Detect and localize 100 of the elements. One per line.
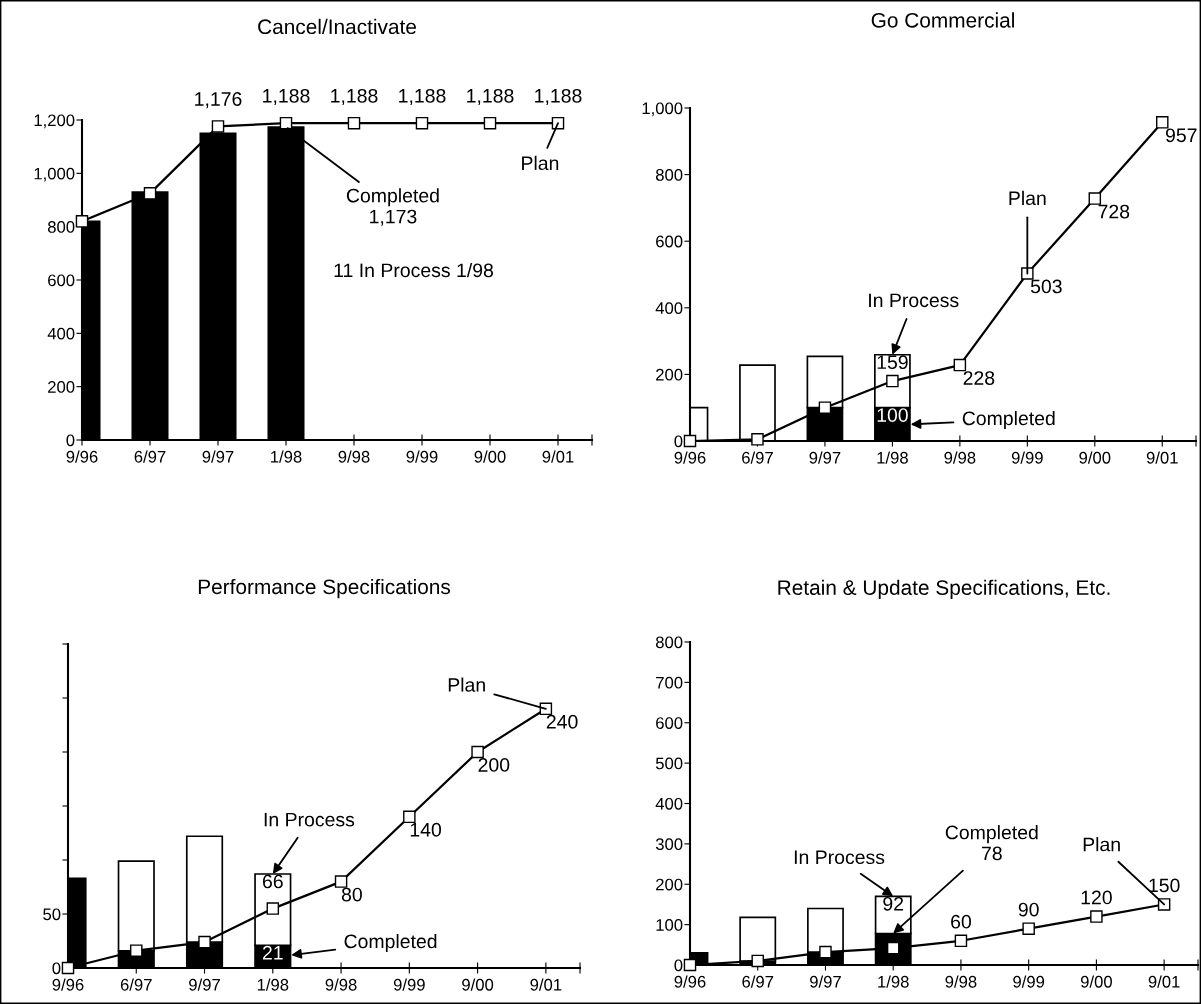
x-tick-label: 9/01 (1146, 451, 1178, 464)
x-tick-label: 9/97 (202, 450, 234, 463)
chart-title: Cancel/Inactivate (258, 18, 416, 35)
y-tick-label: 800 (655, 169, 683, 181)
x-tick-label: 9/99 (1011, 451, 1043, 464)
point (953, 358, 967, 372)
point (75, 215, 89, 228)
y-tick-label: 600 (48, 274, 75, 287)
point (954, 934, 968, 948)
point (279, 116, 293, 130)
annotation: Plan (448, 677, 485, 692)
annotation: Plan (1009, 190, 1046, 206)
x-tick-label: 1/98 (877, 451, 908, 464)
data-label: 1,188 (535, 88, 582, 105)
annotation: In Process (264, 812, 355, 827)
data-label: 92 (883, 896, 904, 911)
x-tick-label: 9/97 (809, 451, 841, 464)
data-label: 60 (951, 914, 971, 929)
chart-title: Go Commercial (871, 12, 1014, 28)
annotation: In Process (869, 293, 959, 308)
x-tick-label: 1/98 (878, 975, 909, 988)
x-tick-label: 9/98 (944, 451, 976, 464)
x-tick-label: 9/99 (1013, 975, 1045, 988)
point (1090, 910, 1103, 923)
y-tick-label: 300 (655, 838, 683, 851)
x-tick-label: 9/00 (1080, 975, 1112, 988)
data-label: 150 (1149, 878, 1180, 893)
x-tick-label: 9/96 (674, 451, 706, 464)
data-label: 200 (478, 758, 510, 772)
y-tick-label: 0 (66, 434, 75, 447)
point (211, 120, 225, 133)
x-tick-label: 9/98 (325, 978, 357, 991)
point (130, 944, 143, 957)
y-tick-label: 800 (47, 221, 75, 233)
x-tick-label: 6/97 (120, 978, 152, 991)
x-tick-label: 6/97 (742, 451, 773, 464)
data-label: 140 (410, 822, 442, 837)
data-label: 90 (1018, 902, 1039, 917)
x-tick-label: 1/98 (257, 978, 289, 991)
point (819, 945, 832, 959)
y-tick-label: 1,000 (34, 167, 75, 182)
data-label: 1,188 (467, 88, 514, 105)
y-tick-label: 600 (656, 717, 683, 729)
y-tick-label: 200 (656, 368, 683, 381)
point (483, 116, 497, 130)
annotation: In Process (794, 850, 885, 865)
x-tick-label: 9/96 (52, 978, 84, 991)
y-tick-label: 0 (52, 962, 61, 975)
annotation: Completed 78 (945, 825, 1038, 861)
y-tick-label: 500 (655, 757, 683, 770)
data-label: 228 (963, 371, 995, 385)
point (1088, 192, 1102, 205)
y-tick-label: 0 (674, 435, 683, 448)
x-tick-label: 1/98 (271, 450, 302, 463)
annotation: Plan (522, 155, 559, 171)
data-label: 120 (1081, 890, 1112, 905)
point (198, 935, 211, 949)
data-label: 100 (877, 408, 908, 422)
y-tick-label: 50 (43, 908, 61, 921)
y-tick-label: 800 (655, 636, 683, 649)
x-tick-label: 6/97 (742, 975, 774, 988)
point (143, 187, 157, 200)
data-label: 1,176 (195, 92, 242, 109)
x-tick-label: 9/97 (189, 978, 220, 991)
data-label: 66 (262, 874, 283, 889)
x-tick-label: 9/00 (1079, 451, 1111, 464)
y-tick-label: 700 (656, 676, 683, 689)
y-tick-label: 400 (655, 302, 683, 314)
x-tick-label: 9/00 (474, 450, 506, 463)
y-tick-label: 100 (656, 919, 683, 931)
annotation: Completed (962, 410, 1055, 430)
point (266, 902, 280, 915)
annotation: Completed (344, 933, 437, 953)
y-tick-label: 200 (48, 381, 75, 393)
x-tick-label: 6/97 (134, 450, 166, 463)
annotation: 11 In Process 1/98 (334, 262, 494, 278)
x-tick-label: 9/99 (406, 450, 438, 463)
data-label: 503 (1030, 279, 1062, 294)
data-label: 957 (1165, 128, 1197, 143)
x-tick-label: 9/00 (462, 978, 494, 991)
y-tick-label: 200 (656, 878, 683, 891)
data-label: 80 (341, 887, 362, 902)
point (471, 745, 484, 759)
point (403, 810, 416, 824)
data-label: 240 (546, 714, 578, 729)
point (1022, 922, 1035, 935)
point (818, 401, 832, 414)
y-tick-label: 1,000 (642, 102, 683, 117)
point (1021, 267, 1034, 280)
x-tick-label: 9/98 (338, 450, 370, 463)
y-tick-label: 1,200 (34, 114, 75, 129)
data-label: 728 (1098, 204, 1130, 219)
x-tick-label: 9/01 (542, 450, 574, 463)
point (415, 116, 429, 130)
x-tick-label: 9/96 (674, 975, 706, 988)
data-label: 159 (877, 355, 908, 370)
x-tick-label: 9/01 (530, 978, 562, 991)
point (751, 954, 764, 968)
y-tick-label: 0 (674, 959, 683, 972)
data-label: 1,188 (399, 88, 446, 105)
